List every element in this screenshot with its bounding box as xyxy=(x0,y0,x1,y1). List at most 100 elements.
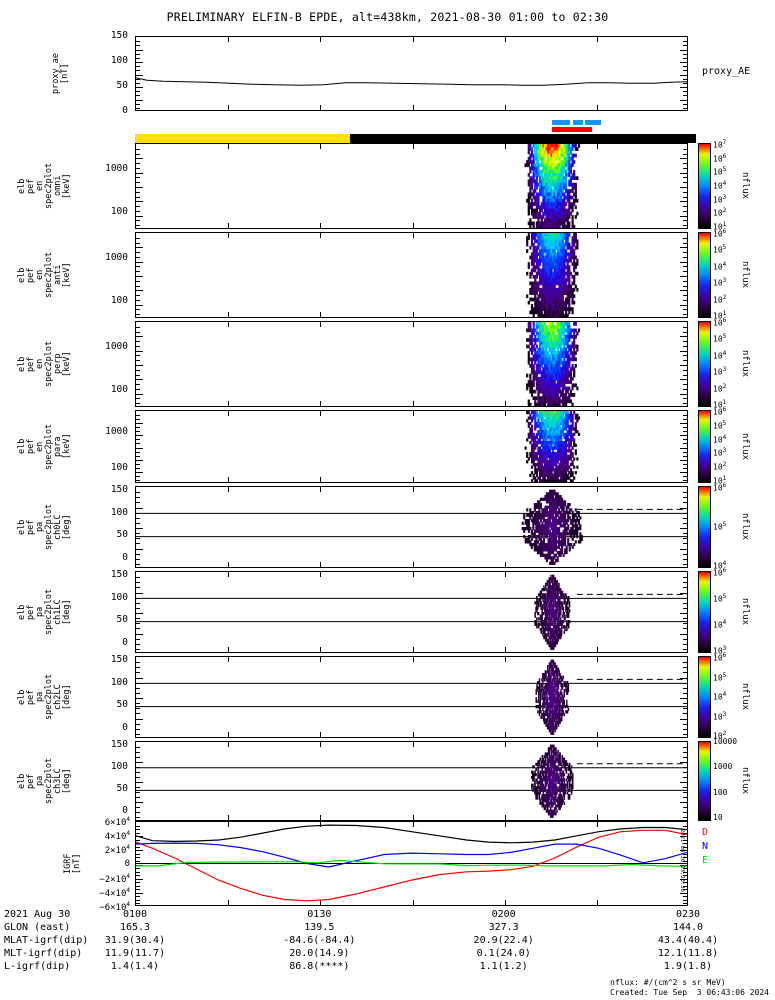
colorbar-tick-label: 105 xyxy=(713,593,727,604)
xaxis-row-label: GLON (east) xyxy=(4,922,71,933)
axis-tick xyxy=(136,593,143,594)
axis-tick xyxy=(320,487,321,492)
axis-tick xyxy=(683,812,687,813)
axis-tick xyxy=(228,657,229,662)
axis-tick xyxy=(228,562,229,567)
axis-tick xyxy=(683,787,687,788)
axis-tick xyxy=(683,104,687,105)
axis-tick xyxy=(136,518,140,519)
xaxis-value: 139.5 xyxy=(304,922,335,933)
ytick-label: −2×104 xyxy=(99,872,130,885)
axis-tick xyxy=(136,41,140,42)
axis-tick xyxy=(680,201,687,202)
axis-tick xyxy=(505,572,506,577)
axis-tick xyxy=(680,508,687,509)
axis-tick xyxy=(136,211,140,212)
axis-tick xyxy=(136,833,140,834)
axis-tick xyxy=(136,734,140,735)
axis-tick xyxy=(680,379,687,380)
ytick-label: 50 xyxy=(116,614,128,626)
axis-tick xyxy=(683,497,687,498)
axis-tick xyxy=(136,468,140,469)
colorbar-7 xyxy=(698,741,711,821)
axis-tick xyxy=(597,900,598,905)
colorbar-tick-label: 105 xyxy=(713,333,727,345)
axis-tick xyxy=(683,415,687,416)
axis-tick xyxy=(413,411,414,416)
ytick-label: 100 xyxy=(110,383,128,395)
axis-tick xyxy=(136,698,143,699)
axis-tick xyxy=(683,807,687,808)
axis-tick xyxy=(136,332,140,333)
ytick-label: 0 xyxy=(122,105,128,116)
axis-tick xyxy=(136,286,140,287)
axis-tick xyxy=(683,847,687,848)
axis-tick xyxy=(683,724,687,725)
ytick-label: 0 xyxy=(122,637,128,648)
axis-tick xyxy=(136,792,140,793)
marker-red[interactable] xyxy=(552,127,592,132)
axis-tick xyxy=(683,206,687,207)
status-bar-science-zone[interactable] xyxy=(350,134,696,143)
axis-tick xyxy=(683,355,687,356)
axis-tick xyxy=(683,747,687,748)
marker-blue-2[interactable] xyxy=(585,120,601,125)
colorbar-tick-label: 102 xyxy=(713,461,727,472)
axis-tick xyxy=(136,309,140,310)
ytick-label: 50 xyxy=(116,529,128,541)
axis-tick xyxy=(413,401,414,406)
ytick-label: 150 xyxy=(110,569,128,580)
axis-tick xyxy=(413,657,414,662)
axis-tick xyxy=(680,593,687,594)
axis-tick xyxy=(683,623,687,624)
axis-tick xyxy=(136,187,143,188)
ytick-label: 100 xyxy=(110,294,128,306)
label-proxy-ae-right: proxy_AE xyxy=(702,66,751,77)
axis-tick xyxy=(683,518,687,519)
marker-blue-1[interactable] xyxy=(573,120,583,125)
axis-tick xyxy=(683,252,687,253)
axis-tick xyxy=(136,427,140,428)
axis-tick xyxy=(680,351,687,352)
colorbar-tick-label: 104 xyxy=(713,260,727,272)
axis-tick xyxy=(136,603,140,604)
ytick-label: 50 xyxy=(116,783,128,794)
axis-tick xyxy=(413,477,414,482)
panel-pitch-7 xyxy=(135,741,688,821)
axis-tick xyxy=(680,678,687,679)
panel-energy-3 xyxy=(135,410,688,483)
colorbar-tick-label: 104 xyxy=(713,560,727,571)
axis-tick xyxy=(136,812,140,813)
axis-tick xyxy=(683,492,687,493)
axis-tick xyxy=(683,295,687,296)
axis-tick xyxy=(320,900,321,905)
axis-tick xyxy=(136,582,140,583)
axis-tick xyxy=(683,154,687,155)
axis-tick xyxy=(505,657,506,662)
ytick-label: 100 xyxy=(110,506,128,518)
axis-tick xyxy=(136,182,140,183)
colorbar-tick-label: 104 xyxy=(713,433,727,445)
xaxis-row-label: MLAT-igrf(dip) xyxy=(4,935,89,946)
xaxis-value: 0230 xyxy=(675,909,701,920)
colorbar-tick-label: 105 xyxy=(713,419,727,431)
axis-tick xyxy=(136,62,143,63)
panel-energy-2 xyxy=(135,321,688,407)
footer-note: nflux: #/(cm^2 s sr MeV) Created: Tue Se… xyxy=(610,978,769,997)
axis-tick xyxy=(413,223,414,228)
axis-tick xyxy=(136,719,143,720)
axis-tick xyxy=(413,732,414,737)
axis-tick xyxy=(680,782,687,783)
xaxis-value: 0130 xyxy=(307,909,332,920)
axis-tick xyxy=(136,889,140,890)
axis-tick xyxy=(228,572,229,577)
axis-tick xyxy=(228,487,229,492)
axis-tick xyxy=(136,724,140,725)
axis-tick xyxy=(683,225,687,226)
axis-tick xyxy=(597,144,598,149)
axis-tick xyxy=(136,460,143,461)
axis-tick xyxy=(136,797,140,798)
colorbar-tick-label: 105 xyxy=(713,671,727,683)
xaxis-value: 43.4(40.4) xyxy=(657,935,719,946)
marker-blue-0[interactable] xyxy=(552,120,570,125)
